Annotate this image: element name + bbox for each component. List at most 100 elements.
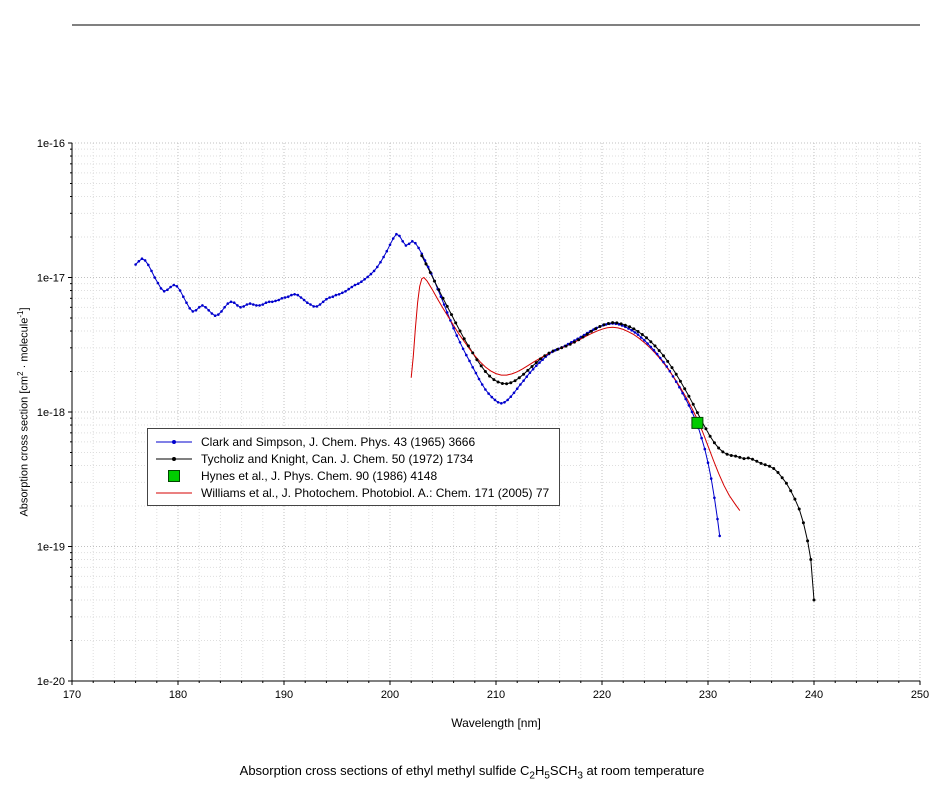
series-marker-0 bbox=[423, 259, 427, 262]
series-marker-0 bbox=[229, 300, 233, 304]
series-marker-0 bbox=[337, 293, 341, 296]
legend-label: Tycholiz and Knight, Can. J. Chem. 50 (1… bbox=[201, 451, 474, 466]
series-marker-0 bbox=[709, 477, 713, 480]
series-marker-0 bbox=[633, 331, 637, 334]
series-marker-0 bbox=[261, 303, 265, 306]
series-marker-1 bbox=[725, 452, 729, 456]
series-marker-0 bbox=[700, 436, 703, 440]
series-marker-0 bbox=[684, 397, 687, 401]
series-marker-0 bbox=[239, 306, 242, 309]
series-marker-1 bbox=[441, 296, 445, 300]
series-marker-0 bbox=[665, 365, 668, 368]
text-part: · molecule bbox=[18, 317, 31, 372]
series-marker-0 bbox=[493, 398, 497, 402]
series-marker-0 bbox=[220, 310, 223, 313]
series-marker-1 bbox=[738, 455, 742, 459]
series-marker-0 bbox=[188, 307, 191, 310]
series-marker-1 bbox=[729, 454, 733, 457]
series-marker-1 bbox=[721, 450, 725, 454]
series-marker-0 bbox=[528, 371, 532, 375]
series-marker-1 bbox=[649, 340, 653, 344]
series-marker-1 bbox=[662, 354, 665, 358]
series-marker-1 bbox=[797, 507, 801, 511]
series-marker-1 bbox=[458, 329, 462, 333]
series-marker-1 bbox=[437, 288, 441, 292]
series-marker-1 bbox=[534, 361, 538, 365]
legend-marker-3 bbox=[156, 492, 192, 493]
legend-label: Clark and Simpson, J. Chem. Phys. 43 (19… bbox=[201, 434, 476, 449]
series-marker-0 bbox=[630, 329, 633, 332]
x-tick-label: 230 bbox=[699, 689, 717, 701]
series-marker-0 bbox=[223, 306, 226, 309]
series-marker-0 bbox=[315, 305, 319, 308]
series-marker-1 bbox=[424, 262, 428, 266]
series-marker-1 bbox=[513, 379, 517, 383]
series-marker-0 bbox=[369, 272, 373, 276]
series-marker-0 bbox=[385, 249, 389, 253]
series-marker-1 bbox=[628, 325, 632, 329]
series-marker-0 bbox=[465, 353, 468, 357]
series-marker-0 bbox=[274, 299, 277, 303]
x-tick-label: 170 bbox=[63, 689, 81, 701]
series-marker-1 bbox=[488, 374, 492, 378]
y-axis-label: Absorption cross section [cm2 · molecule… bbox=[16, 232, 31, 592]
series-marker-0 bbox=[452, 326, 455, 330]
series-marker-0 bbox=[468, 359, 471, 363]
series-marker-1 bbox=[632, 327, 636, 331]
series-marker-0 bbox=[210, 312, 214, 315]
series-marker-0 bbox=[445, 311, 449, 314]
series-marker-1 bbox=[666, 359, 670, 363]
series-marker-0 bbox=[360, 280, 363, 284]
subscript: 5 bbox=[544, 770, 550, 782]
series-marker-0 bbox=[140, 257, 144, 261]
y-tick-label: 1e-19 bbox=[37, 542, 65, 554]
legend-row: Williams et al., J. Photochem. Photobiol… bbox=[156, 484, 549, 501]
series-marker-1 bbox=[636, 330, 640, 333]
series-marker-0 bbox=[258, 304, 261, 307]
series-marker-1 bbox=[589, 329, 593, 333]
series-marker-0 bbox=[147, 263, 150, 267]
series-marker-0 bbox=[662, 360, 665, 364]
series-marker-1 bbox=[500, 382, 504, 385]
legend-marker-1 bbox=[156, 456, 192, 461]
series-marker-1 bbox=[717, 446, 721, 450]
series-marker-0 bbox=[480, 383, 484, 386]
series-marker-0 bbox=[490, 395, 494, 399]
series-marker-0 bbox=[150, 269, 153, 273]
series-marker-0 bbox=[293, 293, 296, 296]
series-marker-0 bbox=[417, 246, 420, 250]
series-marker-0 bbox=[678, 385, 681, 389]
series-marker-1 bbox=[809, 558, 813, 561]
series-marker-1 bbox=[602, 323, 606, 327]
series-marker-0 bbox=[566, 342, 570, 346]
series-marker-0 bbox=[169, 285, 172, 289]
series-marker-0 bbox=[519, 383, 522, 386]
series-marker-0 bbox=[474, 371, 478, 375]
series-marker-0 bbox=[398, 234, 401, 238]
series-marker-0 bbox=[277, 298, 281, 302]
x-tick-label: 220 bbox=[593, 689, 611, 701]
series-marker-2 bbox=[691, 416, 704, 429]
series-marker-0 bbox=[442, 303, 446, 306]
series-marker-1 bbox=[547, 351, 551, 355]
series-marker-1 bbox=[734, 454, 738, 458]
series-marker-0 bbox=[325, 297, 328, 301]
series-marker-0 bbox=[512, 391, 516, 395]
series-marker-0 bbox=[321, 300, 325, 304]
legend-label: Williams et al., J. Photochem. Photobiol… bbox=[201, 485, 550, 500]
series-marker-0 bbox=[213, 314, 217, 318]
series-marker-0 bbox=[185, 301, 188, 305]
series-marker-0 bbox=[178, 289, 182, 292]
legend-row: Clark and Simpson, J. Chem. Phys. 43 (19… bbox=[156, 433, 549, 450]
text-part: at room temperature bbox=[582, 763, 705, 778]
subscript: 3 bbox=[577, 770, 583, 782]
series-marker-0 bbox=[290, 293, 293, 297]
series-marker-0 bbox=[579, 335, 583, 339]
series-marker-0 bbox=[143, 259, 147, 262]
text-part: Absorption cross sections of ethyl methy… bbox=[239, 763, 530, 778]
series-marker-0 bbox=[353, 283, 357, 287]
series-marker-0 bbox=[182, 295, 185, 299]
series-marker-0 bbox=[649, 345, 653, 349]
series-marker-0 bbox=[312, 305, 316, 308]
series-marker-0 bbox=[159, 287, 163, 290]
